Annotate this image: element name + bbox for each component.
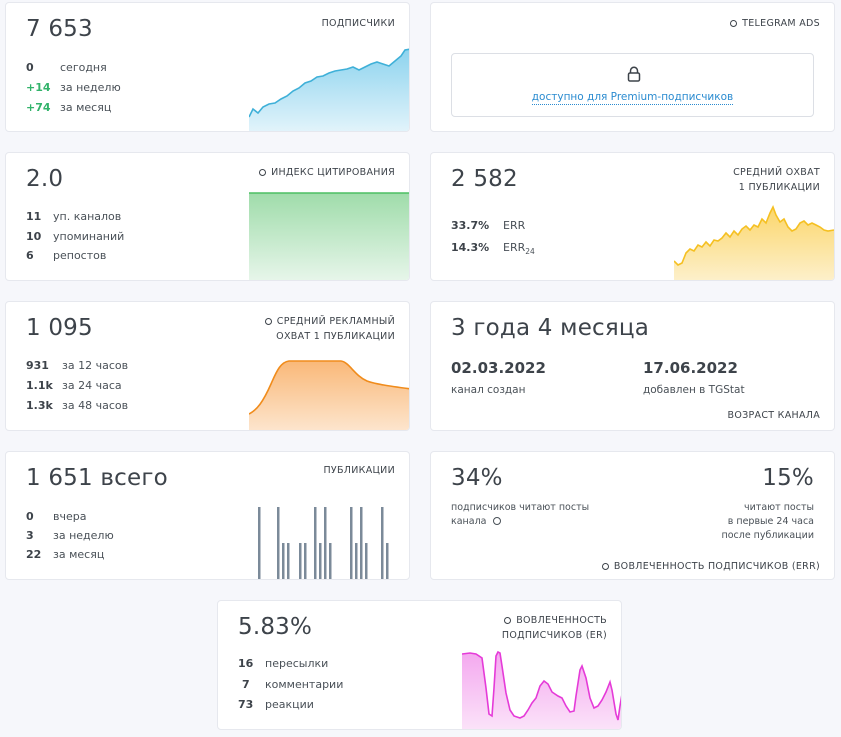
info-icon bbox=[730, 20, 738, 27]
channel-age-value: 3 года 4 месяца bbox=[451, 315, 650, 341]
er-comments: 7 комментарии bbox=[242, 678, 344, 691]
er-value: 5.83% bbox=[238, 614, 313, 640]
channel-age-card[interactable]: 3 года 4 месяца 02.03.2022 канал создан … bbox=[430, 301, 835, 431]
subscribers-today: 0 сегодня bbox=[26, 61, 107, 74]
average-reach-chart[interactable] bbox=[674, 201, 834, 281]
engagement-read-text: подписчиков читают посты канала bbox=[451, 502, 590, 527]
publications-card[interactable]: 1 651 всего ПУБЛИКАЦИИ 0 вчера 3 за неделю… bbox=[5, 451, 410, 580]
ad-reach-card[interactable]: 1 095 СРЕДНИЙ РЕКЛАМНЫЙ ОХВАТ 1 ПУБЛИКАЦ… bbox=[5, 301, 410, 431]
pub-bar bbox=[360, 507, 363, 579]
pub-bar bbox=[282, 543, 285, 579]
ad-reach-label: СРЕДНИЙ РЕКЛАМНЫЙ ОХВАТ 1 ПУБЛИКАЦИИ bbox=[264, 314, 395, 344]
publications-yesterday: 0 вчера bbox=[26, 510, 87, 523]
engagement-er-card[interactable]: 5.83% ВОВЛЕЧЕННОСТЬ ПОДПИСЧИКОВ (ER) 16 п… bbox=[217, 600, 622, 730]
average-reach-label: СРЕДНИЙ ОХВАТ 1 ПУБЛИКАЦИИ bbox=[733, 167, 820, 193]
engagement-err-label: ВОВЛЕЧЕННОСТЬ ПОДПИСЧИКОВ (ERR) bbox=[601, 559, 820, 574]
engagement-24h-percent: 15% bbox=[762, 465, 814, 491]
pub-bar bbox=[350, 507, 353, 579]
citation-index-label: ИНДЕКС ЦИТИРОВАНИЯ bbox=[259, 165, 395, 180]
pub-bar bbox=[329, 543, 332, 579]
citation-chart[interactable] bbox=[249, 191, 410, 281]
info-icon bbox=[259, 169, 267, 176]
lock-icon bbox=[627, 66, 641, 82]
publications-label: ПУБЛИКАЦИИ bbox=[323, 465, 395, 476]
citation-reposts: 6 репостов bbox=[26, 249, 107, 262]
premium-link[interactable]: доступно для Premium-подписчиков bbox=[531, 91, 734, 105]
pub-bar bbox=[258, 507, 261, 579]
er-label: ВОВЛЕЧЕННОСТЬ ПОДПИСЧИКОВ (ER) bbox=[501, 615, 607, 641]
publications-week: 3 за неделю bbox=[26, 529, 114, 542]
pub-bar bbox=[304, 543, 307, 579]
subscribers-sparkline[interactable] bbox=[249, 43, 410, 132]
err24-row: 14.3% ERR24 bbox=[451, 241, 535, 257]
pub-bar bbox=[299, 543, 302, 579]
ad-reach-value: 1 095 bbox=[26, 315, 93, 341]
pub-bar bbox=[381, 507, 384, 579]
subscribers-count: 7 653 bbox=[26, 16, 93, 42]
citation-channels: 11 уп. каналов bbox=[26, 210, 122, 223]
citation-index-value: 2.0 bbox=[26, 166, 64, 192]
publications-count: 1 651 всего bbox=[26, 465, 168, 491]
citation-index-card[interactable]: 2.0 ИНДЕКС ЦИТИРОВАНИЯ 11 уп. каналов 10 у… bbox=[5, 152, 410, 281]
pub-bar bbox=[324, 507, 327, 579]
engagement-24h-text: читают посты в первые 24 часа после публ… bbox=[721, 502, 815, 541]
telegram-ads-card[interactable]: TELEGRAM ADS доступно для Premium-подпис… bbox=[430, 2, 835, 132]
subscribers-label: ПОДПИСЧИКИ bbox=[321, 18, 395, 29]
added-text: добавлен в TGStat bbox=[643, 384, 745, 396]
created-text: канал создан bbox=[451, 384, 526, 396]
info-icon bbox=[504, 617, 512, 624]
er-reactions: 73 реакции bbox=[238, 698, 314, 711]
average-reach-value: 2 582 bbox=[451, 166, 518, 192]
pub-bar bbox=[314, 507, 317, 579]
pub-bar bbox=[287, 543, 290, 579]
added-date: 17.06.2022 bbox=[643, 359, 738, 377]
ad-reach-24h: 1.1k за 24 часа bbox=[26, 379, 122, 392]
created-date: 02.03.2022 bbox=[451, 359, 546, 377]
ad-reach-12h: 931 за 12 часов bbox=[26, 359, 129, 372]
ad-reach-chart[interactable] bbox=[249, 352, 410, 431]
publications-bar-chart[interactable] bbox=[251, 502, 410, 580]
subscribers-month: +74 за месяц bbox=[26, 101, 112, 114]
subscribers-week: +14 за неделю bbox=[26, 81, 121, 94]
pub-bar bbox=[355, 543, 358, 579]
channel-age-label: ВОЗРАСТ КАНАЛА bbox=[727, 410, 820, 421]
er-chart[interactable] bbox=[462, 648, 622, 730]
er-forwards: 16 пересылки bbox=[238, 657, 329, 670]
engagement-read-percent: 34% bbox=[451, 465, 503, 491]
pub-bar bbox=[365, 543, 368, 579]
info-icon bbox=[601, 563, 609, 570]
ad-reach-48h: 1.3k за 48 часов bbox=[26, 399, 129, 412]
telegram-ads-label: TELEGRAM ADS bbox=[730, 16, 820, 31]
subscribers-card[interactable]: 7 653 ПОДПИСЧИКИ 0 сегодня +14 за неделю +… bbox=[5, 2, 410, 132]
pub-bar bbox=[277, 507, 280, 579]
info-icon bbox=[264, 318, 272, 325]
citation-mentions: 10 упоминаний bbox=[26, 230, 125, 243]
pub-bar bbox=[386, 543, 389, 579]
help-icon[interactable] bbox=[492, 517, 501, 525]
premium-lock-box[interactable]: доступно для Premium-подписчиков bbox=[451, 53, 814, 117]
err-row: 33.7% ERR bbox=[451, 219, 526, 232]
pub-bar bbox=[319, 543, 322, 579]
engagement-err-card[interactable]: 34% подписчиков читают посты канала 15% … bbox=[430, 451, 835, 580]
average-reach-card[interactable]: 2 582 СРЕДНИЙ ОХВАТ 1 ПУБЛИКАЦИИ 33.7% ER… bbox=[430, 152, 835, 281]
publications-month: 22 за месяц bbox=[26, 548, 105, 561]
